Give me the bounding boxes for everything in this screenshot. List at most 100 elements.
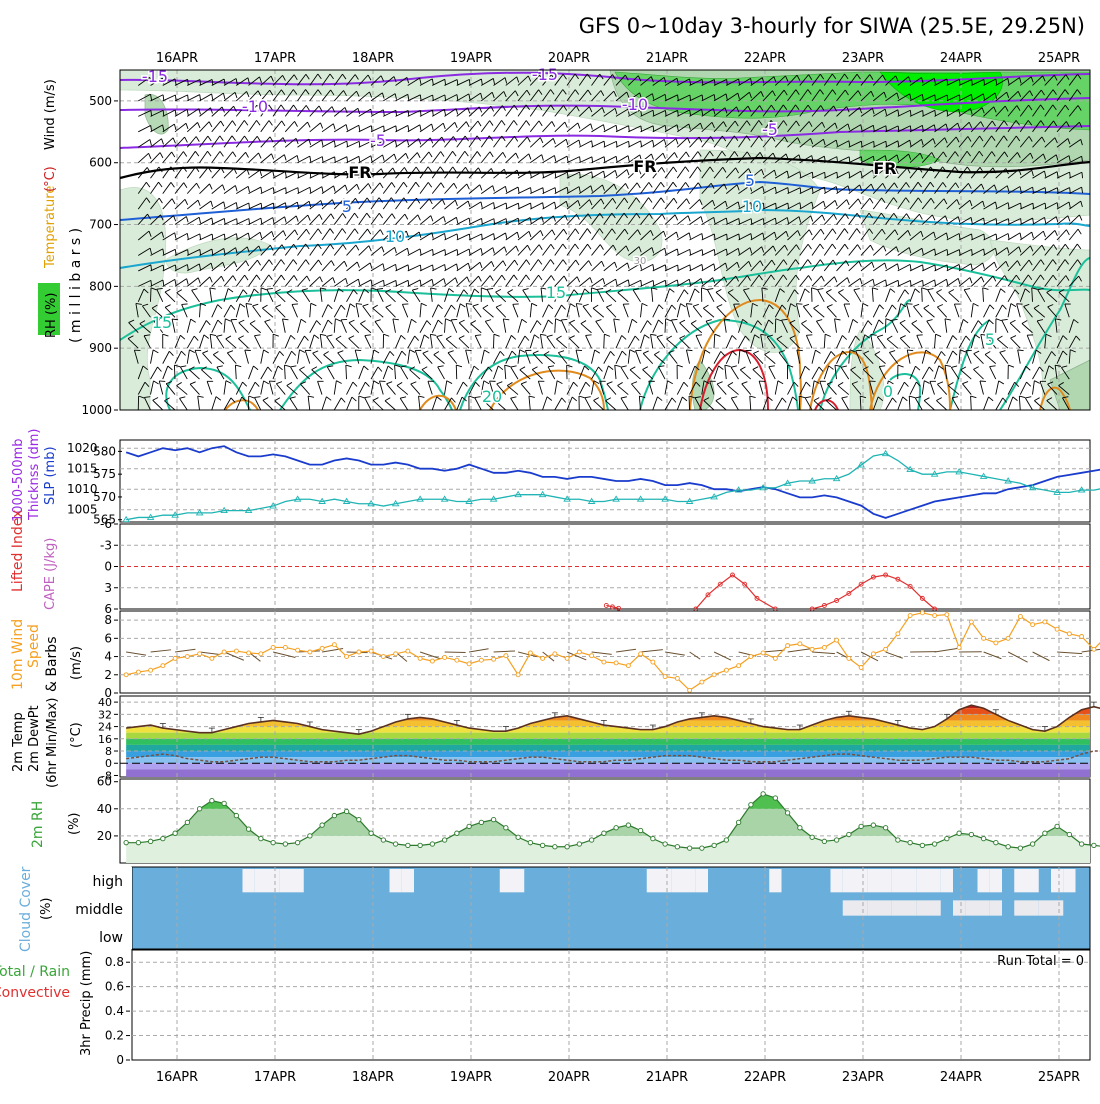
wind10m-marker <box>283 645 287 649</box>
wind10m-marker <box>467 662 471 666</box>
wind10m-label-2: Speed <box>26 624 42 668</box>
wind10m-label-1: 10m Wind <box>10 619 26 690</box>
rh2m-label: 2m RH <box>30 801 46 848</box>
cloud-cell-high <box>880 869 892 892</box>
wind10m-marker <box>1055 627 1059 631</box>
wind10m-marker <box>700 680 704 684</box>
wind10m-marker <box>222 650 226 654</box>
wind10m-marker <box>957 645 961 649</box>
wind10m-marker <box>761 651 765 655</box>
cloud-cell-middle <box>904 900 916 915</box>
wind10m-marker <box>675 676 679 680</box>
cloud-cell-high <box>659 869 671 892</box>
y-tick-label: 60 <box>97 775 112 789</box>
rh2m-marker <box>1092 843 1096 847</box>
cloud-cell-high <box>1027 869 1039 892</box>
wind10m-marker <box>847 656 851 660</box>
contour-label: -5 <box>370 131 386 150</box>
top-date-label: 18APR <box>352 51 394 66</box>
cloud-level-label: middle <box>75 902 123 918</box>
cloud-cell-high <box>843 869 855 892</box>
wind10m-marker <box>651 660 655 664</box>
rh2m-marker <box>651 836 655 840</box>
rh2m-marker <box>393 842 397 846</box>
precip-ticks: 0.80.60.40.20 <box>105 955 130 1067</box>
wind10m-marker <box>577 650 581 654</box>
rh2m-marker <box>197 807 201 811</box>
rh2m-marker <box>810 835 814 839</box>
rh2m-marker <box>565 845 569 849</box>
wind10m-marker <box>737 664 741 668</box>
rh2m-marker <box>161 836 165 840</box>
cloud-cell-middle <box>1039 900 1051 915</box>
wind10m-marker <box>565 656 569 660</box>
temperature-label: Temperature <box>43 186 58 269</box>
y-tick-label: 40 <box>97 802 112 816</box>
cloud-cell-high <box>1063 869 1075 892</box>
wind10m-marker <box>945 613 949 617</box>
rh2m-marker <box>920 843 924 847</box>
bottom-date-label: 21APR <box>646 1070 688 1085</box>
cloud-cell-middle <box>843 900 855 915</box>
wind-barb-flag <box>686 304 692 305</box>
wind10m-marker <box>259 652 263 656</box>
wind10m-marker <box>124 673 128 677</box>
slp-tick-label: 1010 <box>67 482 98 496</box>
top-date-label: 22APR <box>744 51 786 66</box>
wind10m-marker <box>712 673 716 677</box>
rh2m-marker <box>883 826 887 830</box>
rh2m-marker <box>994 840 998 844</box>
slp-tick-label: 1005 <box>67 503 98 517</box>
cloud-cell-high <box>671 869 683 892</box>
li-label: Lifted Index <box>10 510 26 592</box>
rh2m-marker <box>185 820 189 824</box>
contour-label: 20 <box>482 387 502 406</box>
bottom-date-label: 17APR <box>254 1070 296 1085</box>
contour-label: 30 <box>634 256 647 267</box>
y-tick-label: 500 <box>89 94 112 108</box>
rh2m-marker <box>259 836 263 840</box>
rh2m-marker <box>969 832 973 836</box>
contour-label: 15 <box>152 313 172 332</box>
bottom-date-label: 24APR <box>940 1070 982 1085</box>
y-tick-label: -3 <box>100 538 112 552</box>
rh2m-marker <box>479 820 483 824</box>
cloud-cell-high <box>292 869 304 892</box>
cloud-cell-high <box>500 869 512 892</box>
wind-barb-flag <box>696 335 702 336</box>
wind10m-marker <box>406 649 410 653</box>
y-tick-label: 20 <box>97 829 112 843</box>
wind10m-marker <box>308 650 312 654</box>
temp-band <box>120 751 1090 757</box>
y-tick-label: 0 <box>105 757 112 770</box>
chart-title: GFS 0~10day 3-hourly for SIWA (25.5E, 29… <box>579 14 1085 38</box>
slp-tick-label: 1020 <box>67 441 98 455</box>
cloud-cell-high <box>941 869 953 892</box>
rh2m-marker <box>602 831 606 835</box>
top-date-label: 23APR <box>842 51 884 66</box>
wind-barb-staff <box>174 365 175 379</box>
wind10m-marker <box>822 645 826 649</box>
y-tick-label: 0.6 <box>105 980 124 994</box>
rh2m-marker <box>136 840 140 844</box>
temp2m-label-2: 2m DewPt <box>27 705 42 772</box>
cloud-cell-high <box>978 869 990 892</box>
rh2m-marker <box>148 839 152 843</box>
rh2m-marker <box>834 838 838 842</box>
wind10m-marker <box>1067 632 1071 636</box>
wind10m-marker <box>198 652 202 656</box>
run-total: Run Total = 0 <box>997 954 1084 969</box>
wind-barb-staff <box>151 288 152 302</box>
wind-barb-flag <box>182 304 188 305</box>
top-date-label: 21APR <box>646 51 688 66</box>
cloud-cell-middle <box>1051 900 1063 915</box>
y-tick-label: 800 <box>89 279 112 293</box>
precip-axis-label: 3hr Precip (mm) <box>79 951 94 1056</box>
wind10m-marker <box>798 642 802 646</box>
temp-band <box>120 763 1090 769</box>
